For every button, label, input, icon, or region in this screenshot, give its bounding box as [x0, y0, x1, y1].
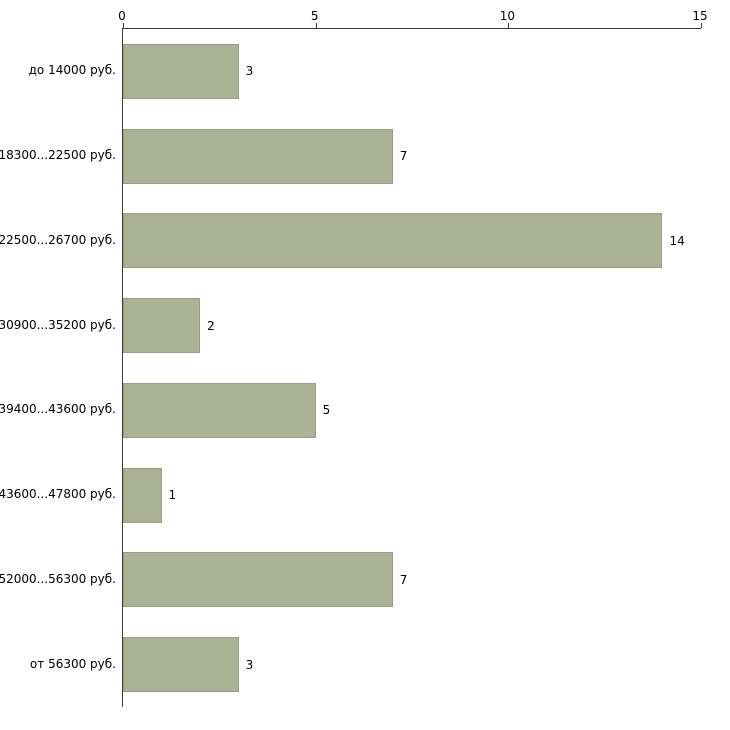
category-label: от 56300 руб.	[29, 656, 116, 671]
x-tick-mark	[701, 23, 702, 28]
bar-value-label: 7	[399, 572, 408, 587]
category-label: 39400...43600 руб.	[0, 402, 116, 417]
category-label: 30900...35200 руб.	[0, 317, 116, 332]
bar	[123, 467, 162, 523]
bar	[123, 298, 201, 354]
bar-value-label: 2	[207, 318, 215, 333]
x-tick-label: 15	[692, 9, 708, 23]
bar-value-label: 3	[245, 657, 254, 672]
x-tick-label: 0	[118, 9, 126, 23]
bar-value-label: 3	[245, 64, 254, 79]
x-tick-label: 5	[310, 9, 319, 23]
x-tick-label: 10	[499, 9, 515, 23]
bar-value-label: 1	[168, 488, 177, 503]
bar	[123, 128, 393, 184]
bar	[123, 43, 239, 99]
bar	[123, 213, 663, 269]
category-label: 52000...56300 руб.	[0, 571, 116, 586]
bar	[123, 382, 316, 438]
bar-value-label: 5	[322, 403, 331, 418]
category-label: до 14000 руб.	[28, 63, 116, 78]
category-axis: до 14000 руб. 18300...22500 руб. 22500...2…	[0, 28, 116, 706]
plot-area: 3 7 14 2 5 1 7 3	[122, 23, 702, 707]
bar-value-label: 7	[399, 149, 408, 164]
x-tick-mark	[123, 23, 124, 28]
bar-value-label: 14	[669, 233, 685, 248]
bar	[123, 637, 239, 693]
bar	[123, 552, 393, 608]
category-label: 18300...22500 руб.	[0, 148, 116, 163]
category-label: 22500...26700 руб.	[0, 232, 116, 247]
x-tick-mark	[508, 23, 510, 28]
category-label: 43600...47800 руб.	[0, 487, 116, 502]
x-tick-mark	[315, 23, 317, 28]
